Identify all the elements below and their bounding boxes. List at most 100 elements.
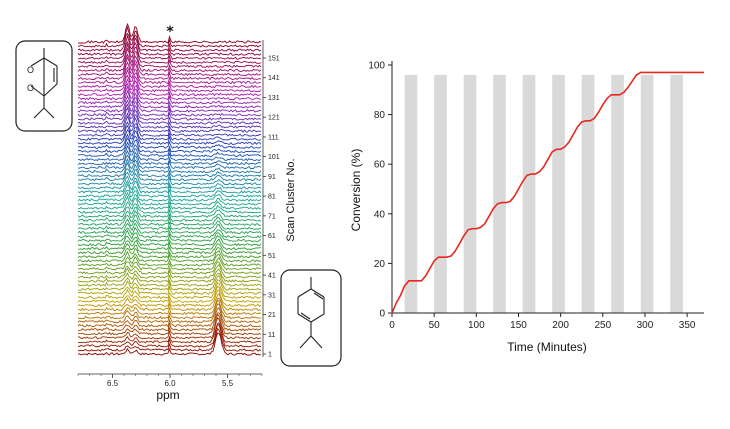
spectrum-trace	[77, 115, 262, 133]
illumination-band-1	[404, 74, 418, 313]
nmr-y-tick-label: 81	[268, 194, 276, 201]
spectrum-trace	[77, 332, 262, 356]
nmr-y-tick-label: 71	[268, 213, 276, 220]
spectrum-trace	[78, 322, 262, 344]
spectrum-trace	[77, 168, 262, 182]
nmr-y-tick-label: 101	[268, 154, 280, 161]
nmr-x-tick-label: 5.5	[222, 379, 234, 388]
spectrum-trace	[77, 226, 262, 239]
spectrum-trace	[77, 106, 262, 125]
illumination-intervals	[404, 74, 683, 313]
spectrum-trace	[77, 136, 262, 154]
spectrum-trace	[77, 124, 262, 141]
spectrum-trace	[77, 206, 262, 218]
spectrum-trace	[77, 210, 262, 223]
spectrum-trace	[77, 112, 262, 129]
spectrum-trace	[77, 133, 262, 150]
spectrum-trace	[77, 47, 262, 69]
conversion-x-ticks: 0 50 100 150 200 250 300 350	[389, 313, 696, 331]
spectrum-trace	[77, 53, 262, 73]
x-tick-label: 150	[510, 320, 527, 331]
x-tick-label: 350	[679, 320, 696, 331]
spectrum-trace	[77, 317, 262, 340]
spectrum-trace	[77, 289, 262, 308]
spectrum-trace	[77, 303, 262, 324]
spectrum-trace	[77, 121, 262, 137]
spectrum-trace	[77, 306, 262, 328]
y-tick-label: 40	[374, 209, 386, 220]
x-tick-label: 50	[429, 320, 441, 331]
y-tick-label: 60	[374, 160, 386, 171]
conversion-chart: 0 50 100 150 200 250 300 350 0 20 40 60 80 100 Time …	[349, 61, 704, 354]
spectrum-trace	[77, 99, 262, 117]
spectrum-trace	[77, 32, 262, 52]
spectrum-trace	[77, 313, 262, 336]
nmr-x-tick-label: 6.0	[164, 379, 176, 388]
spectrum-trace	[77, 274, 262, 291]
spectrum-trace	[77, 128, 262, 146]
spectrum-trace	[77, 85, 262, 105]
nmr-x-tick-label: 6.5	[107, 379, 119, 388]
conversion-x-axis-label: Time (Minutes)	[507, 340, 587, 354]
spectrum-trace	[77, 189, 262, 202]
x-tick-label: 250	[594, 320, 611, 331]
spectrum-trace	[77, 279, 262, 295]
spectrum-trace	[78, 144, 262, 162]
nmr-y-tick-label: 1	[268, 352, 272, 359]
nmr-y-tick-label: 91	[268, 174, 276, 181]
spectrum-trace	[77, 253, 262, 267]
illumination-band-4	[493, 74, 506, 313]
x-tick-label: 300	[637, 320, 654, 331]
spectrum-trace	[77, 263, 262, 279]
nmr-x-axis-label: ppm	[156, 388, 179, 402]
diene-structure-icon	[280, 269, 342, 367]
spectrum-trace	[77, 161, 262, 178]
spectrum-trace	[77, 154, 262, 170]
spectrum-trace	[77, 180, 262, 194]
endoperoxide-structure-icon: O O	[15, 40, 73, 132]
spectrum-trace	[77, 268, 262, 283]
spectrum-trace	[77, 94, 262, 113]
nmr-y-tick-label: 111	[268, 134, 279, 141]
y-tick-label: 100	[368, 61, 385, 72]
nmr-y-tick-label: 21	[268, 312, 276, 319]
nmr-y-tick-label: 61	[268, 233, 276, 240]
spectrum-trace	[77, 300, 262, 320]
svg-text:O: O	[27, 65, 34, 75]
spectrum-trace	[77, 157, 262, 174]
spectrum-trace	[77, 43, 262, 65]
spectrum-trace	[77, 256, 262, 271]
spectrum-trace	[77, 282, 262, 299]
illumination-band-3	[463, 74, 477, 313]
conversion-y-axis-label: Conversion (%)	[349, 149, 363, 232]
spectrum-trace	[77, 243, 262, 255]
nmr-y-axis-label: Scan Cluster No.	[285, 158, 297, 241]
spectrum-trace	[77, 191, 262, 206]
spectrum-trace	[77, 61, 262, 81]
conversion-axes	[391, 61, 704, 314]
y-tick-label: 20	[374, 259, 386, 270]
nmr-y-tick-label: 121	[268, 115, 280, 122]
nmr-y-tick-label: 141	[268, 75, 280, 82]
spectrum-trace	[77, 201, 262, 214]
spectrum-trace	[77, 229, 262, 243]
spectrum-trace	[77, 171, 262, 186]
spectrum-trace	[77, 89, 262, 109]
spectrum-trace	[77, 68, 262, 89]
spectrum-trace	[77, 214, 262, 227]
y-tick-label: 80	[374, 110, 386, 121]
nmr-y-tick-label: 41	[268, 273, 276, 280]
spectrum-trace	[77, 141, 262, 158]
conversion-y-ticks: 0 20 40 60 80 100	[368, 61, 392, 320]
illumination-band-10	[670, 74, 683, 313]
spectrum-trace	[77, 312, 262, 332]
svg-text:O: O	[27, 83, 34, 93]
spectrum-trace	[77, 40, 262, 60]
x-tick-label: 200	[552, 320, 569, 331]
spectrum-trace	[77, 234, 262, 247]
spectrum-trace	[77, 74, 262, 93]
spectrum-trace	[77, 218, 262, 231]
spectrum-trace	[77, 78, 262, 97]
spectrum-trace	[77, 195, 262, 210]
nmr-y-tick-label: 31	[268, 292, 276, 299]
